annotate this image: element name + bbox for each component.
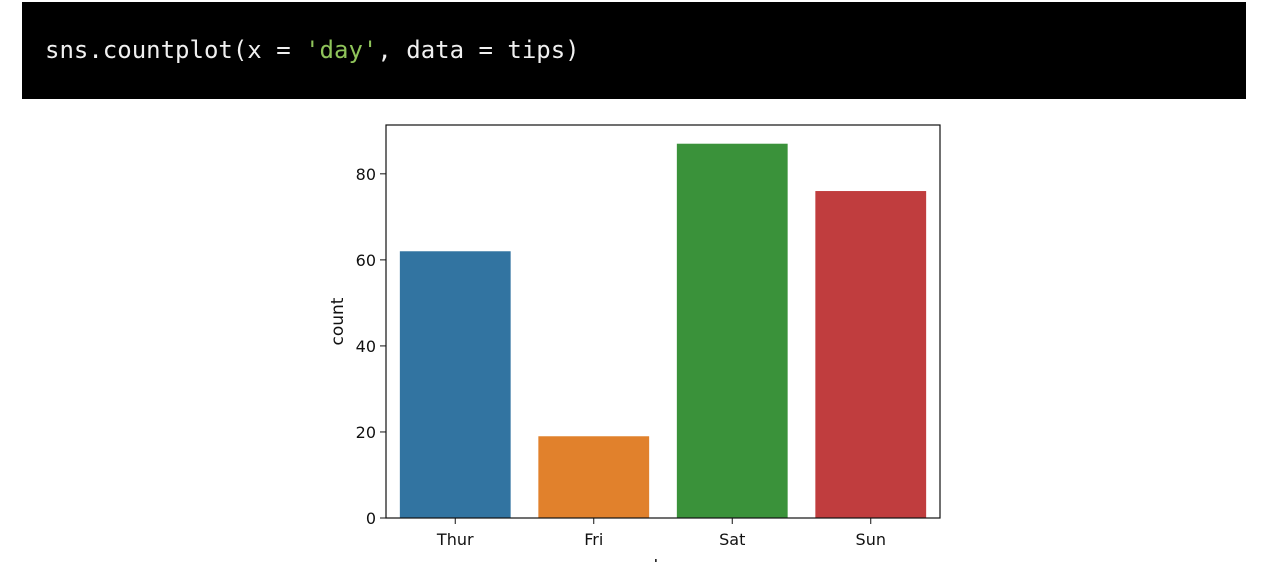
code-line: sns.countplot(x = 'day', data = tips)	[45, 36, 580, 64]
x-axis-label: day	[647, 557, 678, 562]
x-tick-label: Sat	[719, 530, 745, 549]
code-string: 'day'	[305, 36, 377, 64]
bar	[815, 191, 927, 518]
axes-frame	[385, 124, 941, 519]
bar	[538, 436, 650, 518]
code-token: sns.countplot(x =	[45, 36, 305, 64]
y-tick-label: 0	[366, 509, 376, 528]
y-tick-label: 60	[356, 251, 376, 270]
y-tick-label: 80	[356, 165, 376, 184]
y-tick-label: 40	[356, 337, 376, 356]
x-tick-label: Thur	[436, 530, 474, 549]
bar	[676, 143, 788, 518]
bar	[399, 251, 511, 519]
x-tick-label: Fri	[584, 530, 603, 549]
y-tick-label: 20	[356, 423, 376, 442]
y-axis-label: count	[328, 297, 348, 345]
code-token: , data = tips)	[377, 36, 579, 64]
code-block	[22, 2, 1246, 99]
x-tick-label: Sun	[856, 530, 886, 549]
